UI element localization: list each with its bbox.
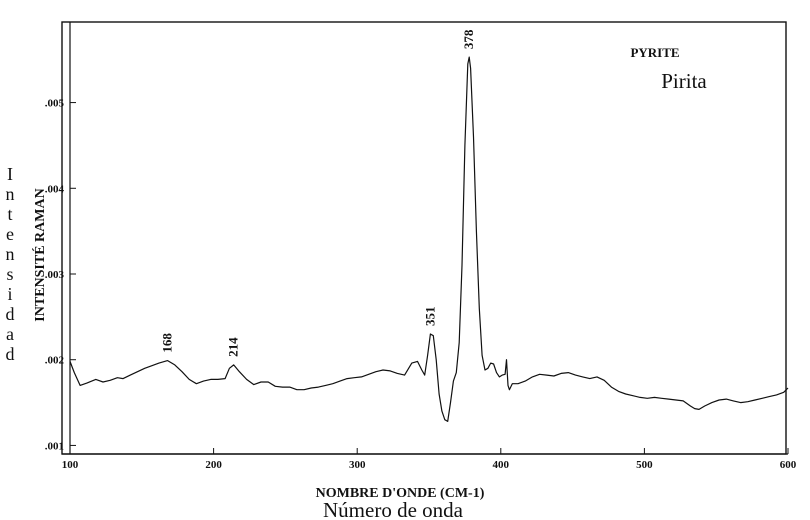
- y-axis-title: INTENSITÉ RAMAN: [31, 188, 48, 321]
- legend-pirita: Pirita: [661, 69, 707, 93]
- peak-label: 351: [422, 307, 437, 327]
- y-ticks: .001 .002 .003 .004 .005: [45, 98, 76, 452]
- x-tick-label: 600: [780, 459, 797, 471]
- x-tick-label: 100: [62, 459, 79, 471]
- x-axis-title-es: Número de onda: [323, 498, 464, 520]
- y-tick-label: .002: [45, 355, 65, 367]
- y-tick-label: .001: [45, 440, 64, 452]
- x-tick-label: 400: [493, 459, 510, 471]
- peak-label: 168: [160, 333, 175, 353]
- x-ticks: 100 200 300 400 500 600: [62, 448, 797, 471]
- y-tick-label: .004: [45, 183, 65, 195]
- x-axis-title: NOMBRE D'ONDE (CM-1): [316, 486, 485, 501]
- y-tick-label: .005: [45, 98, 65, 110]
- x-tick-label: 200: [205, 459, 222, 471]
- peak-labels: 168 214 351 378: [160, 29, 477, 357]
- x-tick-label: 300: [349, 459, 366, 471]
- x-tick-label: 500: [636, 459, 653, 471]
- peak-label: 214: [226, 337, 241, 357]
- legend-pyrite: PYRITE: [630, 45, 679, 60]
- y-tick-label: .003: [45, 269, 65, 281]
- peak-label: 378: [461, 29, 476, 49]
- spectrum-line: [69, 56, 789, 422]
